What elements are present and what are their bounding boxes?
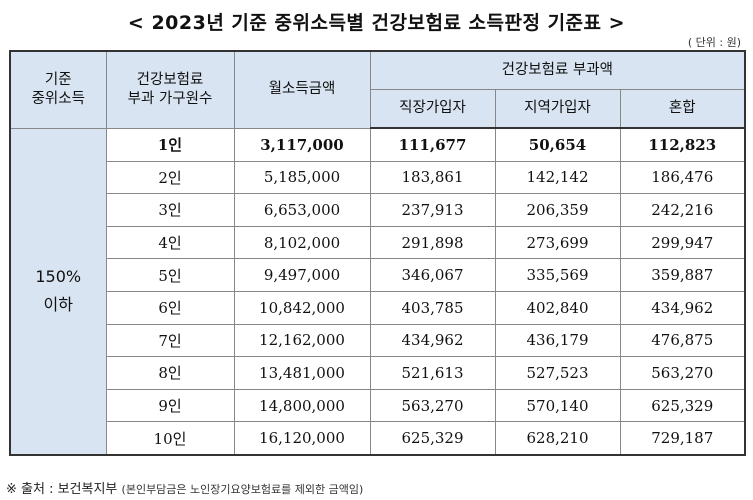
- mixed-premium-cell: 625,329: [619, 388, 746, 423]
- header-household-size: 건강보험료 부과 가구원수: [105, 50, 235, 129]
- mixed-premium-cell: 729,187: [619, 421, 746, 456]
- header-median-income-line2: 중위소득: [31, 90, 85, 107]
- employee-premium-cell: 346,067: [369, 258, 496, 292]
- regional-premium-cell: 142,142: [494, 160, 621, 195]
- header-regional: 지역가입자: [494, 89, 621, 129]
- monthly-income-cell: 13,481,000: [233, 356, 371, 390]
- monthly-income-cell: 16,120,000: [233, 421, 371, 456]
- table-row: 8인 13,481,000 521,613 527,523 563,270: [10, 356, 746, 390]
- household-size-cell: 3인: [105, 193, 235, 227]
- regional-premium-cell: 436,179: [494, 323, 621, 358]
- table-row: 7인 12,162,000 434,962 436,179 476,875: [10, 323, 746, 358]
- table-row: 2인 5,185,000 183,861 142,142 186,476: [10, 160, 746, 195]
- regional-premium-cell: 527,523: [494, 356, 621, 390]
- regional-premium-cell: 206,359: [494, 193, 621, 227]
- group-label-line2: 이하: [43, 295, 73, 315]
- header-household-line2: 부과 가구원수: [127, 90, 213, 107]
- monthly-income-cell: 12,162,000: [233, 323, 371, 358]
- mixed-premium-cell: 434,962: [619, 290, 746, 325]
- header-median-income: 기준 중위소득: [9, 50, 107, 129]
- employee-premium-cell: 403,785: [369, 290, 496, 325]
- regional-premium-cell: 402,840: [494, 290, 621, 325]
- household-size-cell: 9인: [105, 388, 235, 423]
- household-size-cell: 1인: [105, 127, 235, 162]
- employee-premium-cell: 237,913: [369, 193, 496, 227]
- regional-premium-cell: 273,699: [494, 225, 621, 260]
- monthly-income-cell: 14,800,000: [233, 388, 371, 423]
- mixed-premium-cell: 359,887: [619, 258, 746, 292]
- source-note: ※ 출처 : 보건복지부 (본인부담금은 노인장기요양보험료를 제외한 금액임): [6, 478, 363, 497]
- monthly-income-cell: 10,842,000: [233, 290, 371, 325]
- monthly-income-cell: 5,185,000: [233, 160, 371, 195]
- monthly-income-cell: 8,102,000: [233, 225, 371, 260]
- employee-premium-cell: 434,962: [369, 323, 496, 358]
- regional-premium-cell: 335,569: [494, 258, 621, 292]
- employee-premium-cell: 183,861: [369, 160, 496, 195]
- header-median-income-line1: 기준: [44, 71, 72, 88]
- household-size-cell: 7인: [105, 323, 235, 358]
- table-row: 9인 14,800,000 563,270 570,140 625,329: [10, 388, 746, 423]
- monthly-income-cell: 3,117,000: [233, 127, 371, 162]
- header-employee: 직장가입자: [369, 89, 496, 129]
- table-row: 5인 9,497,000 346,067 335,569 359,887: [10, 258, 746, 292]
- employee-premium-cell: 291,898: [369, 225, 496, 260]
- employee-premium-cell: 563,270: [369, 388, 496, 423]
- page-title: < 2023년 기준 중위소득별 건강보험료 소득판정 기준표 >: [127, 12, 626, 34]
- header-household-line1: 건강보험료: [136, 71, 204, 88]
- table-row: 6인 10,842,000 403,785 402,840 434,962: [10, 290, 746, 325]
- monthly-income-cell: 9,497,000: [233, 258, 371, 292]
- mixed-premium-cell: 476,875: [619, 323, 746, 358]
- household-size-cell: 10인: [105, 421, 235, 456]
- household-size-cell: 5인: [105, 258, 235, 292]
- employee-premium-cell: 625,329: [369, 421, 496, 456]
- source-remark: (본인부담금은 노인장기요양보험료를 제외한 금액임): [121, 483, 364, 496]
- mixed-premium-cell: 242,216: [619, 193, 746, 227]
- regional-premium-cell: 570,140: [494, 388, 621, 423]
- header-monthly-income: 월소득금액: [233, 50, 371, 129]
- table-row: 3인 6,653,000 237,913 206,359 242,216: [10, 193, 746, 227]
- header-mixed: 혼합: [619, 89, 746, 129]
- employee-premium-cell: 111,677: [369, 127, 496, 162]
- regional-premium-cell: 628,210: [494, 421, 621, 456]
- regional-premium-cell: 50,654: [494, 127, 621, 162]
- household-size-cell: 4인: [105, 225, 235, 260]
- table-row: 10인 16,120,000 625,329 628,210 729,187: [10, 421, 746, 456]
- group-label-median-150: 150% 이하: [9, 127, 107, 456]
- mixed-premium-cell: 186,476: [619, 160, 746, 195]
- income-criteria-table: 기준 중위소득 건강보험료 부과 가구원수 월소득금액 건강보험료 부과액 직장…: [9, 50, 747, 456]
- header-premium-group: 건강보험료 부과액: [369, 50, 746, 90]
- mixed-premium-cell: 299,947: [619, 225, 746, 260]
- employee-premium-cell: 521,613: [369, 356, 496, 390]
- household-size-cell: 8인: [105, 356, 235, 390]
- monthly-income-cell: 6,653,000: [233, 193, 371, 227]
- table-row: 4인 8,102,000 291,898 273,699 299,947: [10, 225, 746, 260]
- household-size-cell: 2인: [105, 160, 235, 195]
- mixed-premium-cell: 112,823: [619, 127, 746, 162]
- table-row: 150% 이하 1인 3,117,000 111,677 50,654 112,823: [9, 127, 746, 456]
- group-label-line1: 150%: [35, 267, 82, 287]
- mixed-premium-cell: 563,270: [619, 356, 746, 390]
- unit-label: ( 단위 : 원): [687, 36, 741, 49]
- household-size-cell: 6인: [105, 290, 235, 325]
- source-label: ※ 출처 : 보건복지부: [6, 482, 118, 497]
